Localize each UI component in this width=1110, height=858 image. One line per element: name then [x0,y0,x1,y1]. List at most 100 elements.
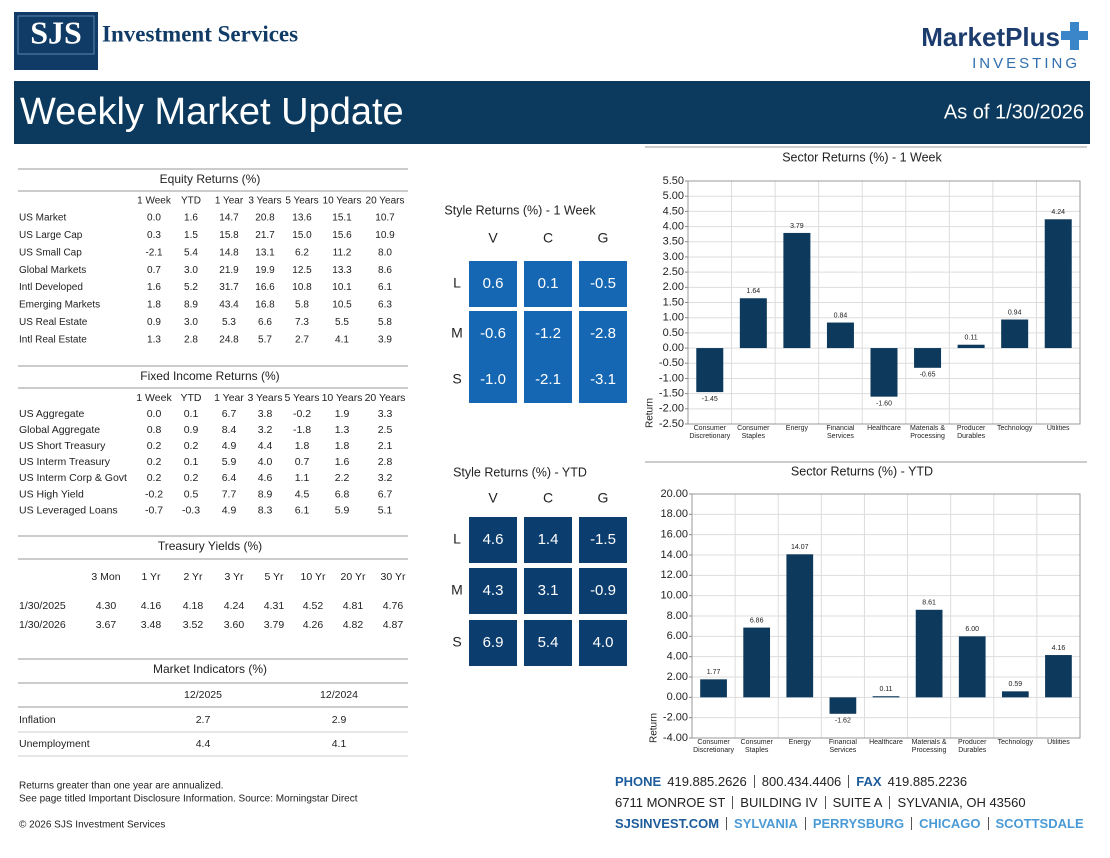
row-label: US Real Estate [19,317,88,328]
cell: 3.48 [141,619,162,631]
bar [786,554,814,698]
column-header: 2 Yr [183,571,203,583]
cell: 21.9 [219,265,239,276]
value-label: 0.94 [1008,309,1022,316]
cell: 3.9 [378,334,392,345]
row-label: Intl Developed [19,282,83,293]
logo-text: SJS [30,14,82,50]
bar [1045,655,1072,698]
cell: 5.8 [295,300,309,311]
cell: 6.1 [295,504,310,516]
bar [958,636,986,698]
plot-frame [687,180,1081,425]
x-tick-label-box: Consumer Discretionary [689,425,730,440]
style-value: -0.9 [590,582,616,599]
website[interactable]: SJSINVEST.COM [615,816,720,831]
bar [1001,319,1029,349]
column-header: 5 Years [285,196,318,207]
cell: 0.2 [147,440,162,452]
cell: 5.9 [222,456,237,468]
cell: 6.1 [378,282,392,293]
cell: 3.3 [378,408,393,420]
cell: 3.52 [183,619,204,631]
cell: 3.79 [264,619,285,631]
style-column: C [543,490,553,506]
row-label: US Aggregate [19,408,85,420]
location-link[interactable]: CHICAGO [911,817,987,830]
chart-title: Sector Returns (%) - YTD [791,464,933,478]
column-header: 20 Years [365,392,406,404]
y-tick-label: 2.00 [663,281,684,293]
cell: -2.1 [145,247,163,258]
style-value: 0.6 [483,275,504,292]
style-value: -2.1 [535,371,561,388]
style-row: M [451,325,463,341]
cell: 5.9 [335,504,350,516]
cell: 4.31 [264,600,285,612]
x-tick-label-box: Consumer Staples [741,739,773,754]
x-tick-label: Utilities [1046,425,1070,432]
column-header: 5 Years [284,392,319,404]
bar [1044,219,1072,349]
value-label: -1.60 [876,401,892,408]
x-tick-label-box: Energy [788,739,811,746]
cell: -0.2 [293,408,311,420]
y-tick-label: -2.50 [659,418,684,430]
row-label: 1/30/2026 [19,619,66,631]
row-label: US Leveraged Loans [19,504,118,516]
fax-label: FAX [856,774,882,789]
style-value: 3.1 [538,582,559,599]
bar [739,298,767,349]
column-header: 1 Year [215,196,244,207]
x-tick-label: Financial Services [828,739,857,754]
style-box [579,620,627,666]
cell: -0.7 [145,504,163,516]
cell: 0.2 [147,456,162,468]
cell: 4.0 [258,456,273,468]
value-label: 4.16 [1052,645,1066,652]
cell: 6.3 [378,300,392,311]
row-label: Global Aggregate [19,424,100,436]
cell: 12.5 [292,265,312,276]
row-label: US High Yield [19,488,84,500]
phone2: 800.434.4406 [753,775,849,788]
row-label: US Short Treasury [19,440,106,452]
y-axis-label: Return [649,713,660,743]
cell: 4.16 [141,600,162,612]
x-tick-label-box: Utilities [1046,425,1070,432]
y-tick-label: -0.50 [659,357,684,369]
cell: 0.9 [184,424,199,436]
cell: 2.7 [196,714,211,726]
cell: 0.9 [147,317,161,328]
column-header: 20 Yr [341,571,366,583]
bar [914,348,942,368]
contact-links: SJSINVEST.COM SYLVANIA PERRYSBURG CHICAGO S… [615,817,1091,830]
cell: 15.0 [292,230,312,241]
x-tick-label: Energy [788,739,811,746]
row-label: Inflation [19,714,56,726]
cell: 4.81 [343,600,364,612]
cell: 4.30 [96,600,117,612]
y-tick-label: 2.00 [667,671,688,683]
cell: 2.7 [295,334,309,345]
style-row: M [451,582,463,598]
cell: 7.3 [295,317,309,328]
x-tick-label-box: Financial Services [828,739,857,754]
location-link[interactable]: SYLVANIA [726,817,805,830]
x-tick-label-box: Healthcare [869,739,903,746]
cell: 6.7 [222,408,237,420]
location-link[interactable]: SCOTTSDALE [987,817,1091,830]
row-label: Unemployment [19,738,90,750]
cell: 7.7 [222,488,237,500]
style-box [524,261,572,307]
cell: 3.2 [378,472,393,484]
cell: 2.8 [184,334,198,345]
x-tick-label-box: Technology [998,739,1033,746]
cell: 15.8 [219,230,239,241]
location-link[interactable]: PERRYSBURG [804,817,911,830]
cell: 4.6 [258,472,273,484]
x-tick-label: Producer Durables [958,739,987,754]
x-tick-label-box: Energy [786,425,808,432]
cell: 0.7 [295,456,310,468]
column-header: 3 Years [248,196,281,207]
